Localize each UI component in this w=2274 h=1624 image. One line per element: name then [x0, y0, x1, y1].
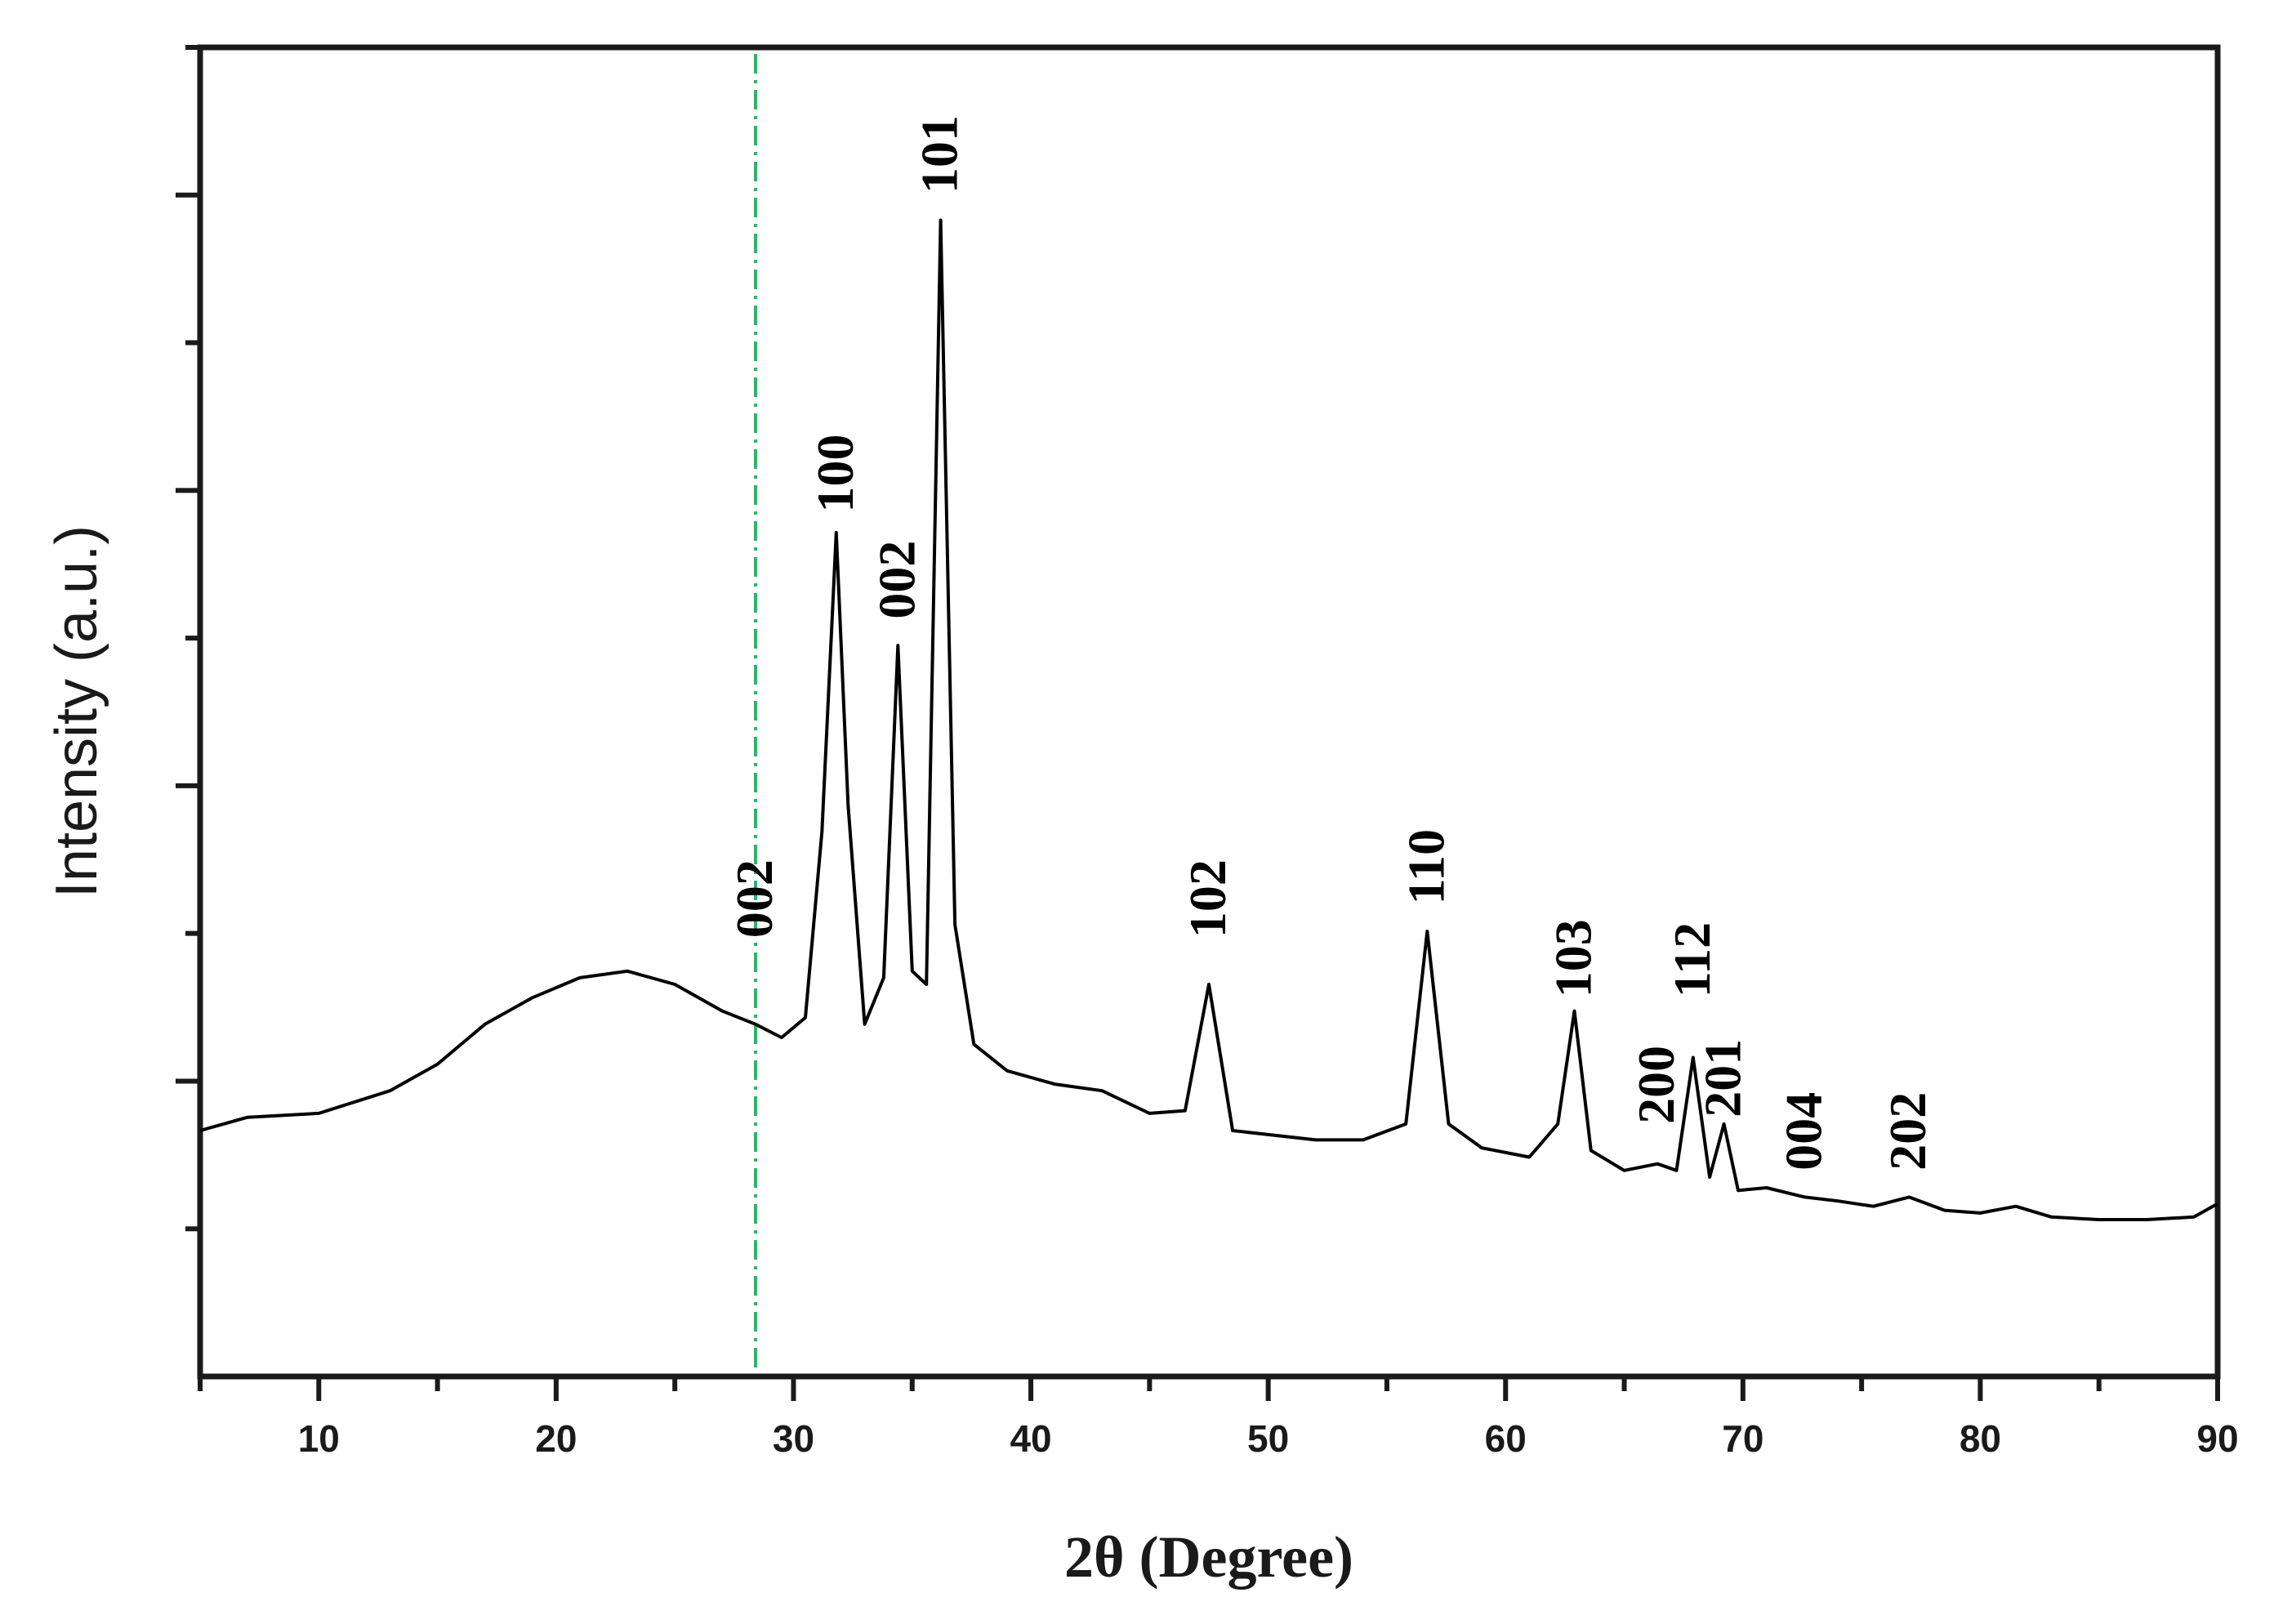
peak-label: 201	[1694, 1039, 1752, 1118]
peak-label: 002	[867, 541, 925, 619]
x-tick-label: 60	[1485, 1417, 1527, 1460]
x-tick-label: 30	[773, 1417, 814, 1460]
peak-label: 110	[1397, 829, 1455, 904]
peak-label: 112	[1663, 922, 1721, 997]
peak-label: 100	[806, 435, 864, 513]
x-tick-label: 80	[1960, 1417, 2001, 1460]
peak-label: 103	[1545, 919, 1603, 997]
y-axis-ticks	[176, 45, 200, 1232]
x-tick-labels: 10 20 30 40 50 60 70 80 90	[298, 1417, 2239, 1460]
peak-label: 002	[725, 859, 783, 938]
x-tick-label: 70	[1722, 1417, 1763, 1460]
peak-label: 101	[911, 115, 969, 194]
series-line	[199, 218, 2218, 1221]
x-axis-title: 2θ (Degree)	[1064, 1524, 1353, 1590]
peak-label: 102	[1179, 859, 1237, 938]
x-tick-label: 40	[1010, 1417, 1051, 1460]
x-tick-label: 10	[298, 1417, 340, 1460]
plot-frame	[197, 44, 2221, 1380]
x-tick-label: 50	[1247, 1417, 1289, 1460]
y-axis-title: Intensity (a.u.)	[44, 525, 109, 898]
x-tick-label: 90	[2196, 1417, 2238, 1460]
x-tick-label: 20	[535, 1417, 577, 1460]
x-axis-ticks	[198, 1376, 2220, 1401]
peak-label: 202	[1879, 1092, 1937, 1171]
peak-label: 004	[1774, 1092, 1832, 1171]
peak-label: 200	[1627, 1046, 1685, 1124]
